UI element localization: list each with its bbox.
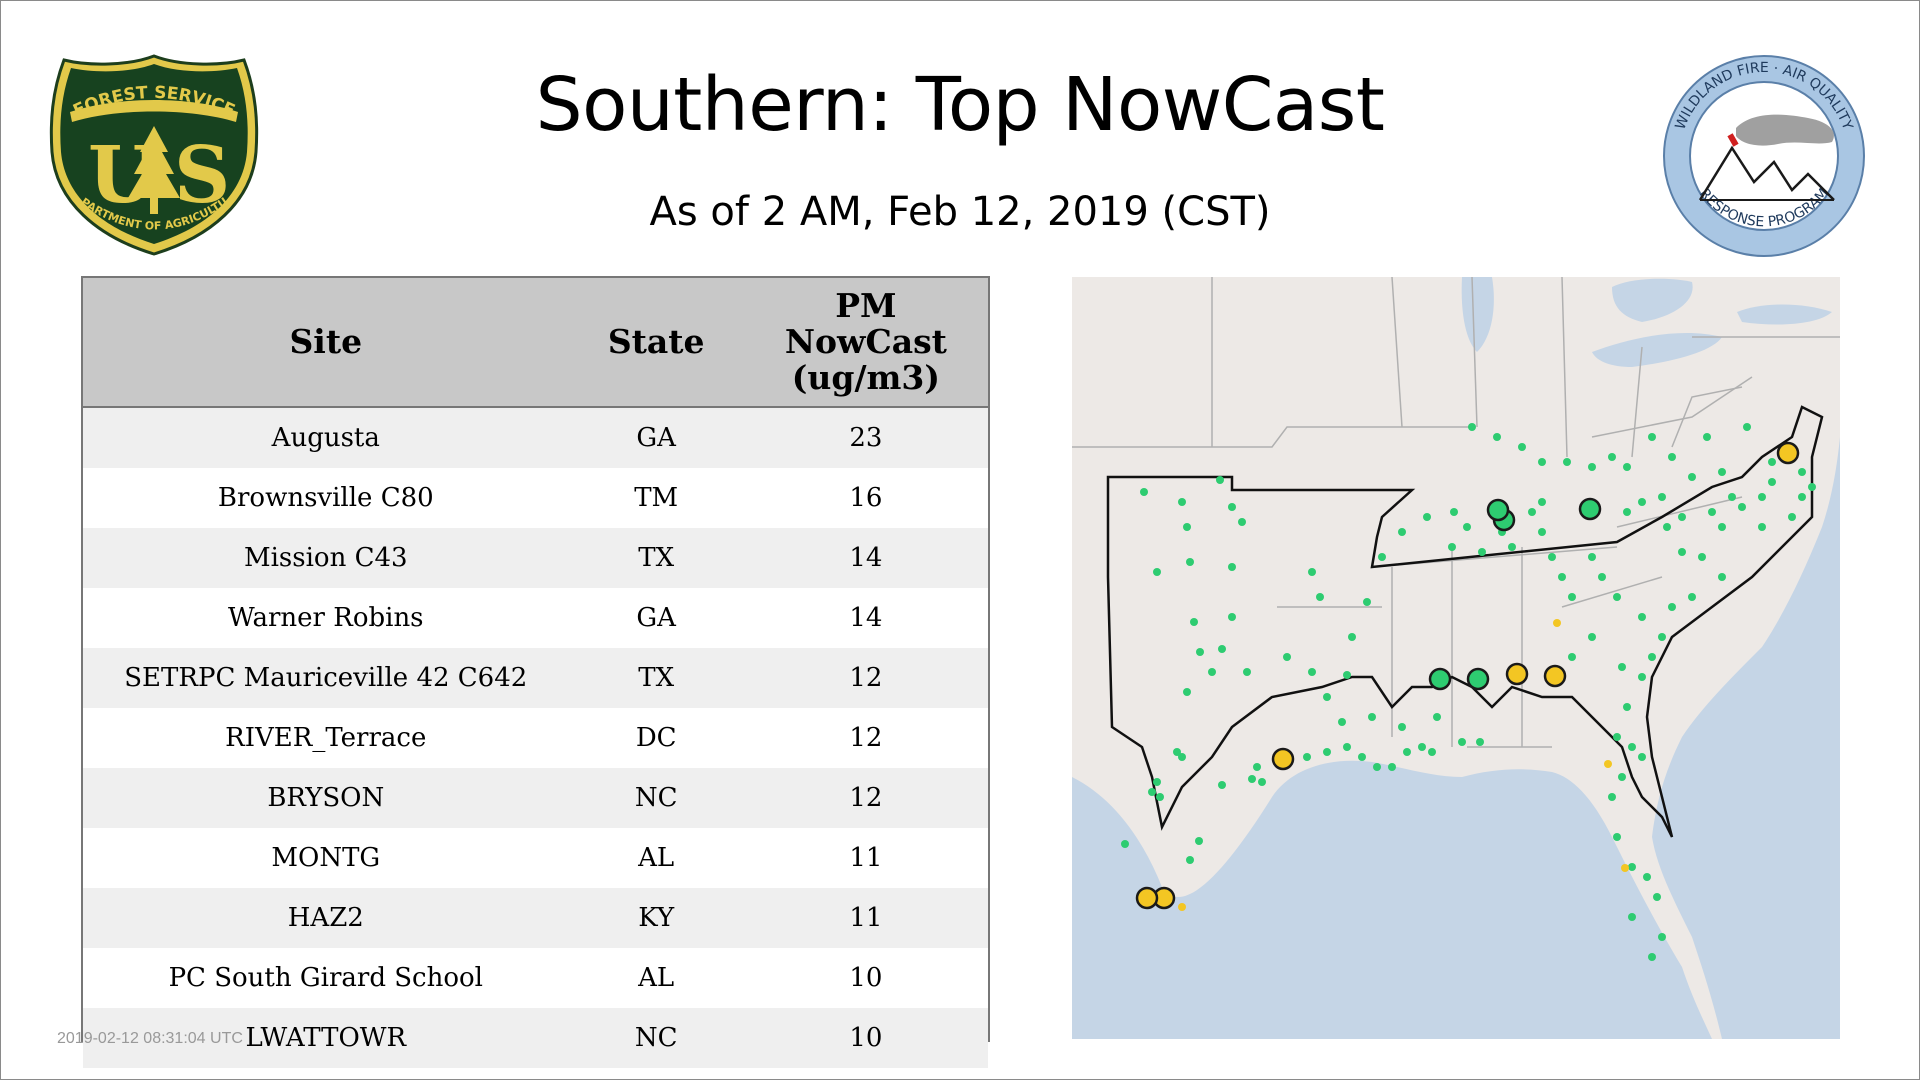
- cell-pm: 23: [743, 407, 988, 468]
- cell-site: SETRPC Mauriceville 42 C642: [83, 648, 569, 708]
- table-row: HAZ2 KY 11: [83, 888, 988, 948]
- cell-pm: 12: [743, 768, 988, 828]
- fire-icon: [1727, 133, 1739, 147]
- cell-state: AL: [568, 828, 744, 888]
- timestamp-stamp: 2019-02-12 08:31:04 UTC: [57, 1030, 243, 1047]
- forest-service-logo: FOREST SERVICE U S DEPARTMENT OF AGRICUL…: [48, 52, 259, 256]
- marker-mission: [1135, 886, 1159, 910]
- table-row: SETRPC Mauriceville 42 C642 TX 12: [83, 648, 988, 708]
- table-row: LWATTOWR NC 10: [83, 1008, 988, 1068]
- monitor-dots-moderate: [1178, 619, 1629, 911]
- table-row: Warner Robins GA 14: [83, 588, 988, 648]
- cell-state: KY: [568, 888, 744, 948]
- cell-pm: 11: [743, 828, 988, 888]
- southern-region-map: [1072, 277, 1840, 1039]
- cell-state: TX: [568, 648, 744, 708]
- smoke-icon: [1736, 114, 1834, 146]
- table-row: RIVER_Terrace DC 12: [83, 708, 988, 768]
- marker-pc-south-girard: [1428, 667, 1452, 691]
- cell-site: Brownsville C80: [83, 468, 569, 528]
- lake-michigan: [1461, 277, 1494, 352]
- page-title: Southern: Top NowCast: [535, 62, 1385, 148]
- marker-haz2: [1486, 498, 1510, 522]
- cell-state: GA: [568, 407, 744, 468]
- cell-state: TM: [568, 468, 744, 528]
- cell-state: NC: [568, 768, 744, 828]
- cell-site: PC South Girard School: [83, 948, 569, 1008]
- table-header-row: Site State PM NowCast (ug/m3): [83, 278, 988, 408]
- marker-lwattowr: [1578, 497, 1602, 521]
- marker-mauriceville: [1271, 747, 1295, 771]
- cell-site: BRYSON: [83, 768, 569, 828]
- table-row: MONTG AL 11: [83, 828, 988, 888]
- table-row: BRYSON NC 12: [83, 768, 988, 828]
- logo-letter-s: S: [174, 130, 230, 221]
- lake-ontario: [1737, 304, 1832, 325]
- cell-site: Mission C43: [83, 528, 569, 588]
- table-row: PC South Girard School AL 10: [83, 948, 988, 1008]
- mountains-icon: [1698, 145, 1835, 201]
- cell-pm: 10: [743, 948, 988, 1008]
- wildland-fire-logo: WILDLAND FIRE · AIR QUALITY RESPONSE PRO…: [1663, 55, 1865, 257]
- marker-river-terrace: [1776, 441, 1800, 465]
- cell-pm: 14: [743, 528, 988, 588]
- top-sites-markers: [1135, 441, 1800, 910]
- page-subtitle: As of 2 AM, Feb 12, 2019 (CST): [649, 189, 1271, 235]
- nowcast-table: Site State PM NowCast (ug/m3) Augusta GA 2…: [81, 276, 990, 1068]
- cell-pm: 11: [743, 888, 988, 948]
- cell-state: GA: [568, 588, 744, 648]
- marker-augusta: [1543, 664, 1567, 688]
- cell-site: RIVER_Terrace: [83, 708, 569, 768]
- monitor-dots-good: [1121, 423, 1816, 961]
- cell-site: MONTG: [83, 828, 569, 888]
- cell-pm: 16: [743, 468, 988, 528]
- header-pm-line3: (ug/m3): [791, 358, 941, 397]
- cell-site: Augusta: [83, 407, 569, 468]
- cell-site: HAZ2: [83, 888, 569, 948]
- southern-region-outline: [1106, 405, 1824, 838]
- cell-pm: 12: [743, 708, 988, 768]
- lake-huron: [1612, 278, 1693, 322]
- cell-pm: 12: [743, 648, 988, 708]
- table-row: Augusta GA 23: [83, 407, 988, 468]
- cell-state: DC: [568, 708, 744, 768]
- pine-tree-icon: [128, 126, 180, 198]
- header-pm-line2: NowCast: [784, 322, 947, 361]
- cell-state: AL: [568, 948, 744, 1008]
- table-row: Brownsville C80 TM 16: [83, 468, 988, 528]
- cell-state: NC: [568, 1008, 744, 1068]
- atlantic-ocean: [1652, 437, 1840, 1039]
- cell-pm: 14: [743, 588, 988, 648]
- cell-site: Warner Robins: [83, 588, 569, 648]
- marker-warner-robins: [1505, 662, 1529, 686]
- header-state: State: [568, 278, 744, 408]
- header-site: Site: [83, 278, 569, 408]
- header-pm-nowcast: PM NowCast (ug/m3): [743, 278, 988, 408]
- marker-montg: [1466, 667, 1490, 691]
- cell-state: TX: [568, 528, 744, 588]
- lake-erie: [1592, 332, 1722, 367]
- cell-pm: 10: [743, 1008, 988, 1068]
- header-pm-line1: PM: [835, 286, 897, 325]
- table-row: Mission C43 TX 14: [83, 528, 988, 588]
- gulf-of-mexico: [1072, 760, 1712, 1039]
- cell-site: LWATTOWR: [83, 1008, 569, 1068]
